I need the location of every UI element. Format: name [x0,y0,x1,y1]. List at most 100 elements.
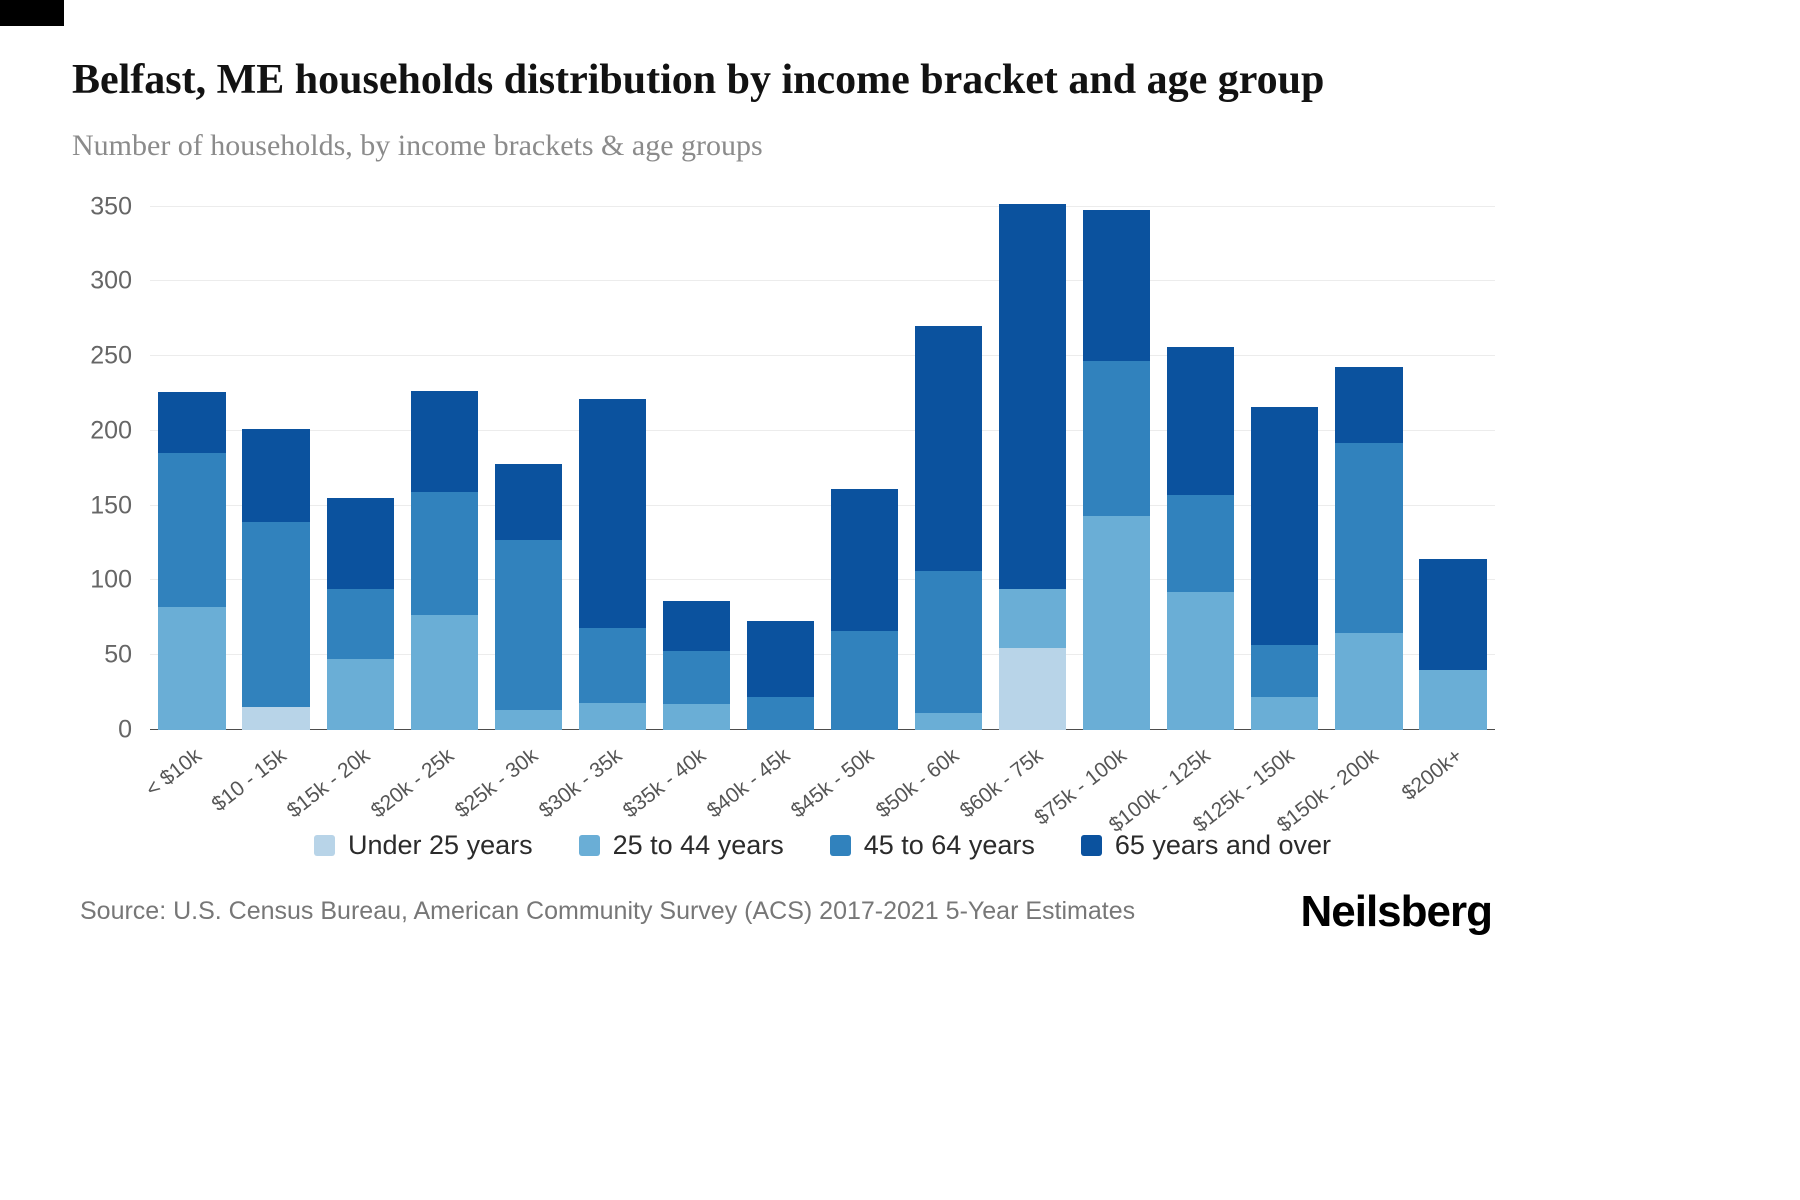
bar-segment [1419,669,1487,730]
bar-column [991,203,1075,730]
bar-stack [1335,366,1403,730]
bar-stack [242,429,310,730]
legend-item[interactable]: 45 to 64 years [829,830,1035,861]
chart-subtitle: Number of households, by income brackets… [72,128,763,162]
x-axis: < $10k $10 - 15k $15k - 20k $20k - 25k $25k … [142,730,1495,837]
bar-segment [1167,592,1235,730]
bar-stack [662,601,731,730]
bar-segment [410,390,478,493]
bar-segment [662,704,731,730]
bar-segment [326,659,394,730]
source-note: Source: U.S. Census Bureau, American Com… [80,897,1136,926]
legend-swatch [829,834,851,856]
bar-segment [999,589,1067,648]
bar-segment [410,492,478,615]
bar-segment [1167,495,1235,593]
bar-segment [746,696,815,730]
bar-column [1075,207,1159,730]
bar-stack [999,203,1067,730]
x-tick-label: < $10k [141,743,207,801]
bar-stack [494,463,562,730]
bar-segment [830,631,899,730]
bar-segment [1251,644,1319,697]
grid-layer: 0 50 100 150 200 250 300 350 [90,192,1495,743]
bar-segment [1251,696,1319,730]
chart-footer: Source: U.S. Census Bureau, American Com… [0,887,1800,937]
bar-segment [578,702,646,730]
bar-column [1159,207,1243,730]
bar-stack [578,399,646,730]
bars-layer [150,203,1495,730]
legend-swatch [314,834,335,856]
bar-segment [578,399,646,629]
bar-segment [578,628,646,703]
bar-stack [1083,209,1151,730]
legend-label: Under 25 years [348,829,533,860]
gridline [150,653,1495,655]
bar-segment [326,498,394,590]
y-tick-label: 50 [104,640,132,669]
bar-stack [830,489,899,730]
y-tick-label: 350 [90,192,132,221]
y-tick-label: 200 [90,416,132,445]
bar-segment [830,489,899,632]
y-tick-label: 150 [90,491,132,520]
bar-stack [914,326,983,730]
y-tick-label: 300 [90,266,132,295]
bar-column [318,207,402,730]
legend-item[interactable]: 65 years and over [1080,829,1331,861]
x-axis-line [150,728,1495,730]
bar-segment [1419,559,1487,670]
bar-column [234,207,318,730]
bar-segment [1167,347,1235,496]
bar-stack [1167,347,1235,730]
bar-column [654,207,738,730]
bar-segment [494,539,562,711]
bar-stack [410,390,478,730]
bar-segment [326,589,394,660]
gridline [150,429,1495,431]
legend-item[interactable]: 25 to 44 years [578,830,784,861]
bar-column [823,207,907,730]
bar-column [738,207,822,730]
x-tick-cell: $150k - 200k [1273,730,1411,837]
bar-segment [1335,632,1403,730]
bar-segment [1083,209,1151,361]
bar-segment [1083,360,1151,517]
bar-column [907,207,991,730]
bar-segment [914,326,983,572]
bar-segment [1335,442,1403,633]
bar-segment [1083,516,1151,730]
stacked-bar-chart: 0 50 100 150 200 250 300 350 < $10k $10 - 15k $15… [90,192,1495,837]
legend-item[interactable]: Under 25 years [314,830,533,861]
x-tick-cell: $200k+ [1398,730,1495,826]
bar-segment [158,453,226,608]
bar-segment [494,710,562,730]
legend-label: 65 years and over [1114,829,1331,860]
chart-legend: Under 25 years 25 to 44 years 45 to 64 yea… [150,830,1495,861]
bar-column [1411,207,1495,730]
bar-segment [914,571,983,714]
bar-column [150,207,234,730]
bar-stack [1251,406,1319,730]
bar-column [1243,207,1327,730]
bar-segment [410,614,478,730]
gridline [150,504,1495,506]
bar-segment [914,713,983,730]
bar-segment [494,463,562,540]
bar-segment [158,391,226,454]
bar-segment [1251,406,1319,645]
bar-segment [158,607,226,730]
chart-header: Belfast, ME households distribution by i… [0,0,1800,163]
bar-column [570,207,654,730]
corner-mark [0,0,64,26]
bar-column [1327,207,1411,730]
gridline [150,579,1495,581]
y-tick-label: 250 [90,341,132,370]
gridline [150,205,1495,207]
bar-segment [242,522,310,708]
bar-segment [662,601,731,651]
legend-swatch [1080,834,1102,856]
bar-segment [242,429,310,522]
plot-area: 0 50 100 150 200 250 300 350 [90,192,1495,743]
